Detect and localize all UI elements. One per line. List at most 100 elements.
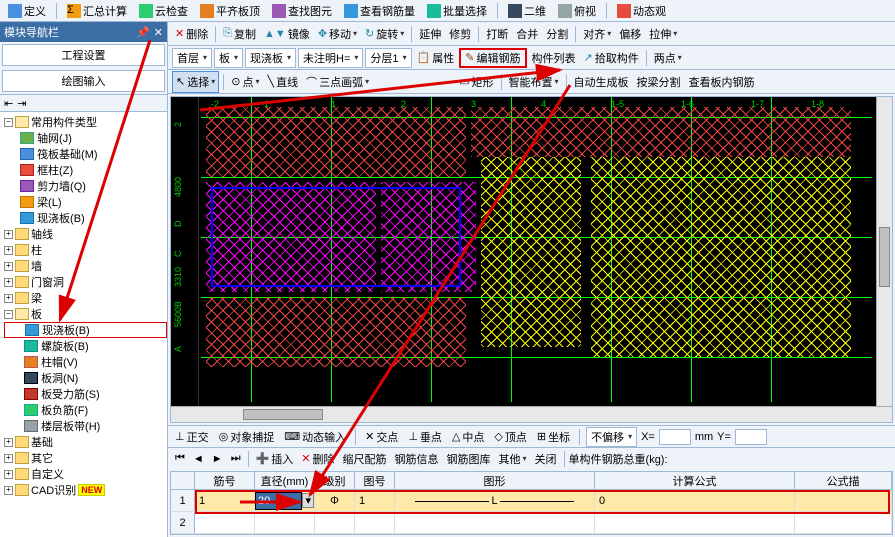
scale-rebar-btn[interactable]: 缩尺配筋: [340, 449, 390, 469]
break-btn[interactable]: 打断: [483, 24, 511, 44]
attr-btn[interactable]: 📋属性: [414, 48, 458, 68]
category-select[interactable]: 板▾: [214, 48, 243, 68]
stretch-btn[interactable]: 拉伸▾: [646, 24, 680, 44]
batch-btn[interactable]: 批量选择: [423, 1, 491, 21]
col-diameter[interactable]: 直径(mm): [255, 472, 315, 489]
col-level[interactable]: 级别: [315, 472, 355, 489]
flat-btn[interactable]: 平齐板顶: [196, 1, 264, 21]
x-input[interactable]: [659, 429, 691, 445]
col-formula[interactable]: 计算公式: [595, 472, 795, 489]
extend-btn[interactable]: 延伸: [416, 24, 444, 44]
edit-rebar-btn[interactable]: ✎编辑钢筋: [459, 48, 526, 68]
tree-spiral[interactable]: 螺旋板(B): [0, 338, 167, 354]
tree-xjb[interactable]: 现浇板(B): [4, 322, 167, 338]
tree-cad[interactable]: +CAD识别NEW: [0, 482, 167, 498]
two-point-btn[interactable]: 两点▾: [651, 48, 685, 68]
smart-layout-btn[interactable]: 智能布置▾: [506, 72, 562, 92]
find-btn[interactable]: 查找图元: [268, 1, 336, 21]
pick-btn[interactable]: ↗拾取构件: [581, 48, 642, 68]
tree-axis[interactable]: 轴网(J): [0, 130, 167, 146]
row1-lvl[interactable]: Φ: [315, 490, 355, 511]
2d-btn[interactable]: 二维: [504, 1, 550, 21]
close-icon[interactable]: ✕: [154, 26, 163, 39]
diameter-input[interactable]: [255, 492, 302, 510]
ortho-toggle[interactable]: ⊥正交: [172, 428, 212, 446]
tree-root[interactable]: −常用构件类型: [0, 114, 167, 130]
row1-jin[interactable]: 1: [195, 490, 255, 511]
tree-shear[interactable]: 剪力墙(Q): [0, 178, 167, 194]
sum-btn[interactable]: Σ汇总计算: [63, 1, 131, 21]
drawing-canvas[interactable]: -2 -1 1 2 3 4 1-5 1-6 1-7 1-8 2 4800 D C…: [171, 97, 892, 422]
mid-snap[interactable]: △中点: [449, 428, 487, 446]
copy-btn[interactable]: ⎘复制: [220, 24, 259, 44]
layer-select[interactable]: 分层1▾: [365, 48, 411, 68]
tree-other[interactable]: +其它: [0, 450, 167, 466]
offset-btn[interactable]: 偏移: [616, 24, 644, 44]
nav-next[interactable]: ►: [209, 452, 226, 466]
cloud-check-btn[interactable]: 云检查: [135, 1, 192, 21]
move-btn[interactable]: ✥移动▾: [315, 24, 360, 44]
tree-l-open[interactable]: +门窗洞: [0, 274, 167, 290]
col-tuhao[interactable]: 图号: [355, 472, 395, 489]
grid-row-1[interactable]: 1 1 ▾ Φ 1 L 0: [171, 490, 892, 512]
row1-shape[interactable]: L: [395, 490, 595, 511]
line-tool[interactable]: ╲直线: [264, 72, 301, 92]
engineering-settings-btn[interactable]: 工程设置: [2, 44, 165, 66]
row1-formula[interactable]: 0: [595, 490, 795, 511]
mirror-btn[interactable]: ▲▼镜像: [261, 24, 313, 44]
tree-l-beam[interactable]: +梁: [0, 290, 167, 306]
dyn-view-btn[interactable]: 动态观: [613, 1, 670, 21]
tree-strip[interactable]: 楼层板带(H): [0, 418, 167, 434]
select-tool[interactable]: ↖选择▾: [172, 71, 219, 93]
canvas-hscroll[interactable]: [171, 406, 892, 422]
row1-tuhao[interactable]: 1: [355, 490, 395, 511]
expand-all-icon[interactable]: ⇥: [17, 97, 26, 110]
cross-snap[interactable]: ✕交点: [362, 428, 401, 446]
component-select[interactable]: 现浇板▾: [245, 48, 296, 68]
split-btn[interactable]: 分割: [543, 24, 571, 44]
tree-l-axis[interactable]: +轴线: [0, 226, 167, 242]
rebar-qty-btn[interactable]: 查看钢筋量: [340, 1, 419, 21]
grid-row-2[interactable]: 2: [171, 512, 892, 534]
snap-toggle[interactable]: ◎对象捕捉: [216, 428, 278, 446]
draw-input-btn[interactable]: 绘图输入: [2, 70, 165, 92]
point-tool[interactable]: ⊙点▾: [228, 72, 262, 92]
tree-base[interactable]: +基础: [0, 434, 167, 450]
col-jinhao[interactable]: 筋号: [195, 472, 255, 489]
top-snap[interactable]: ◇顶点: [491, 428, 529, 446]
autogen-btn[interactable]: 自动生成板: [571, 72, 632, 92]
tree-l-col[interactable]: +柱: [0, 242, 167, 258]
tree-beam[interactable]: 梁(L): [0, 194, 167, 210]
row1-desc[interactable]: [795, 490, 892, 511]
trim-btn[interactable]: 修剪: [446, 24, 474, 44]
tree-l-wall[interactable]: +墙: [0, 258, 167, 274]
col-shape[interactable]: 图形: [395, 472, 595, 489]
row1-dia-cell[interactable]: ▾: [255, 490, 315, 511]
define-btn[interactable]: 定义: [4, 1, 50, 21]
rect-tool[interactable]: ▭矩形: [456, 72, 496, 92]
perp-snap[interactable]: ⊥垂点: [405, 428, 445, 446]
nav-first[interactable]: ⏮: [172, 451, 188, 466]
nav-last[interactable]: ⏭: [228, 451, 244, 466]
tree-slab[interactable]: 现浇板(B): [0, 210, 167, 226]
rotate-btn[interactable]: ↻旋转▾: [362, 24, 407, 44]
arc-tool[interactable]: ⌒三点画弧▾: [303, 72, 372, 92]
tree-custom[interactable]: +自定义: [0, 466, 167, 482]
coord-snap[interactable]: ⊞坐标: [534, 428, 573, 446]
pin-icon[interactable]: 📌: [136, 26, 150, 39]
component-list-btn[interactable]: 构件列表: [529, 48, 579, 68]
dyn-input-toggle[interactable]: ⌨动态输入: [281, 428, 349, 446]
y-input[interactable]: [735, 429, 767, 445]
name-select[interactable]: 未注明H=▾: [298, 48, 363, 68]
nav-prev[interactable]: ◄: [190, 452, 207, 466]
col-desc[interactable]: 公式描: [795, 472, 892, 489]
canvas-vscroll[interactable]: [876, 97, 892, 422]
align-btn[interactable]: 对齐▾: [580, 24, 614, 44]
tree-cap[interactable]: 柱帽(V): [0, 354, 167, 370]
dia-dropdown-icon[interactable]: ▾: [302, 493, 314, 508]
merge-btn[interactable]: 合并: [513, 24, 541, 44]
offset-mode[interactable]: 不偏移▾: [586, 427, 637, 447]
floor-select[interactable]: 首层▾: [172, 48, 212, 68]
tree-col[interactable]: 框柱(Z): [0, 162, 167, 178]
collapse-all-icon[interactable]: ⇤: [4, 97, 13, 110]
